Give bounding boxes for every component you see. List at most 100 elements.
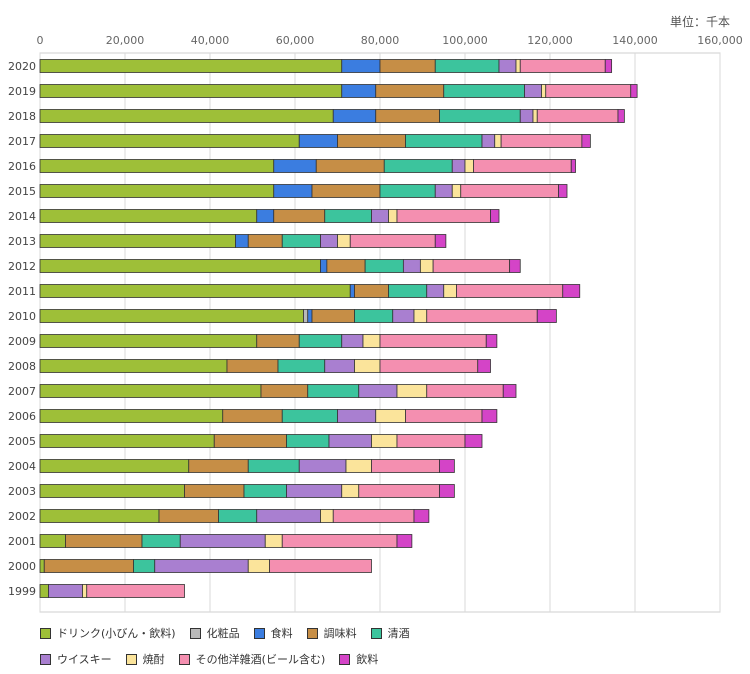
y-tick-label: 2005 xyxy=(8,435,36,448)
bar-segment xyxy=(392,309,415,323)
bar-segment xyxy=(439,109,521,123)
legend-label: 調味料 xyxy=(323,627,357,640)
legend-label: その他洋雑酒(ビール含む) xyxy=(195,653,326,666)
bar-segment xyxy=(519,59,606,73)
bar-segment xyxy=(570,159,576,173)
bar-segment xyxy=(243,484,287,498)
bar-segment xyxy=(222,409,283,423)
bar-segment xyxy=(541,84,547,98)
bar-segment xyxy=(188,459,249,473)
legend-label: 焼酎 xyxy=(142,653,165,666)
bar-segment xyxy=(354,284,389,298)
bar-segment xyxy=(536,109,619,123)
bar-segment xyxy=(39,584,49,598)
bar-segment xyxy=(498,59,517,73)
bar-segment xyxy=(320,509,334,523)
bar-segment xyxy=(349,284,355,298)
bar-segment xyxy=(519,109,534,123)
bar-segment xyxy=(256,509,321,523)
x-tick-label: 60,000 xyxy=(276,34,315,47)
bar-segment xyxy=(451,184,462,198)
bar-segment xyxy=(320,234,338,248)
y-axis-labels: 2020 2019 2018 2017 2016 2015 2014 2013 2012 2011… xyxy=(8,60,36,598)
legend-swatch xyxy=(40,627,51,639)
bar-segment xyxy=(48,584,83,598)
bar-segment xyxy=(264,534,283,548)
bar-segment xyxy=(154,559,249,573)
bar-segment xyxy=(402,259,421,273)
bar-segment xyxy=(341,484,360,498)
bar-segment xyxy=(379,184,436,198)
bar-segment xyxy=(432,259,511,273)
bar-segment xyxy=(235,234,249,248)
bar-segment xyxy=(65,534,143,548)
bar-segment xyxy=(396,534,413,548)
bar-segment xyxy=(315,159,385,173)
unit-label: 単位：千本 xyxy=(670,14,730,29)
bar-segment xyxy=(269,559,372,573)
legend-item: 飲料 xyxy=(339,651,378,667)
bar-segment xyxy=(375,109,440,123)
bar-segment xyxy=(39,234,236,248)
bar-segment xyxy=(337,409,377,423)
bar-segment xyxy=(434,234,447,248)
legend-label: 飲料 xyxy=(356,653,379,666)
bar-segment xyxy=(396,384,428,398)
bar-segment xyxy=(413,509,430,523)
bar-segment xyxy=(320,259,328,273)
bar-segment xyxy=(332,109,377,123)
bar-segment xyxy=(39,259,321,273)
bar-segment xyxy=(388,284,428,298)
chart-legend: ドリンク(小びん・飲料) 化粧品 食料 調味料 清酒 ウイスキー 焼酎 その他洋雑酒(ビール含… xyxy=(40,620,740,672)
legend-swatch xyxy=(306,627,318,639)
legend-item: 化粧品 xyxy=(189,625,240,641)
bar-segment xyxy=(464,434,483,448)
bar-segment xyxy=(226,359,279,373)
bar-segment xyxy=(311,309,355,323)
y-tick-label: 2015 xyxy=(8,185,36,198)
y-tick-label: 2011 xyxy=(8,285,36,298)
bar-segment xyxy=(39,559,45,573)
bar-segment xyxy=(39,109,334,123)
bar-segment xyxy=(39,359,228,373)
bar-segment xyxy=(39,84,343,98)
x-axis-ticks: 0 20,000 40,000 60,000 80,000 100,000 120,000 1… xyxy=(37,34,743,47)
bar-segment xyxy=(39,534,66,548)
bar-segment xyxy=(502,384,517,398)
bar-segment xyxy=(184,484,245,498)
bar-segment xyxy=(604,59,613,73)
bar-segment xyxy=(558,184,568,198)
legend-swatch xyxy=(189,627,201,639)
legend-row: ドリンク(小びん・飲料) 化粧品 食料 調味料 清酒 xyxy=(40,620,740,646)
y-tick-label: 2020 xyxy=(8,60,36,73)
bar-segment xyxy=(82,584,88,598)
bar-segment xyxy=(490,209,500,223)
legend-swatch xyxy=(370,627,382,639)
bar-segment xyxy=(133,559,156,573)
bar-segment xyxy=(379,59,436,73)
bar-segment xyxy=(39,284,351,298)
bar-segment xyxy=(451,159,466,173)
bar-segment xyxy=(413,309,428,323)
bar-segment xyxy=(362,334,381,348)
bar-segment xyxy=(141,534,181,548)
bar-segment xyxy=(439,484,455,498)
y-tick-label: 2003 xyxy=(8,485,36,498)
bar-segment xyxy=(260,384,309,398)
bar-segment xyxy=(434,184,453,198)
legend-item: ドリンク(小びん・飲料) xyxy=(40,625,176,641)
bar-segment xyxy=(39,509,160,523)
bar-segment xyxy=(256,334,300,348)
bar-segment xyxy=(545,84,632,98)
bar-segment xyxy=(532,109,538,123)
y-tick-label: 1999 xyxy=(8,585,36,598)
bar-segment xyxy=(324,209,372,223)
bar-segment xyxy=(481,409,498,423)
bar-segment xyxy=(371,209,389,223)
bar-segment xyxy=(298,459,347,473)
bar-segment xyxy=(324,359,355,373)
bar-segment xyxy=(617,109,625,123)
bar-segment xyxy=(371,459,440,473)
legend-item: 清酒 xyxy=(370,625,410,641)
x-tick-label: 140,000 xyxy=(612,34,658,47)
